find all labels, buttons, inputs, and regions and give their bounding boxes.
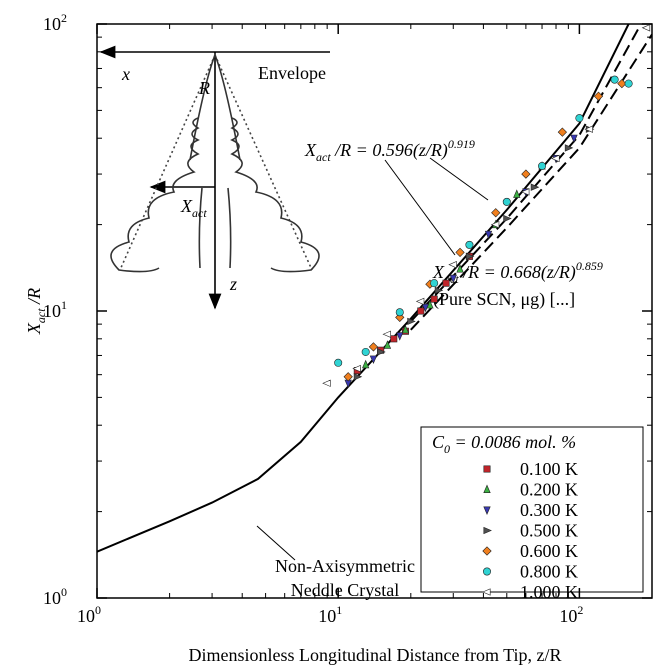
data-point xyxy=(417,307,425,315)
data-point xyxy=(465,240,474,249)
data-point xyxy=(395,308,404,317)
data-point xyxy=(368,342,379,352)
curve xyxy=(410,24,642,323)
data-point xyxy=(449,274,457,284)
y-tick-label: 101 xyxy=(43,298,67,321)
data-point xyxy=(352,364,361,373)
data-point xyxy=(361,347,370,356)
data-point xyxy=(383,340,392,349)
data-point xyxy=(584,125,593,133)
data-point xyxy=(617,78,627,89)
legend-marker xyxy=(482,546,492,556)
data-point xyxy=(570,134,578,144)
data-point xyxy=(610,75,619,84)
annotation: Xact /R = 0.668(z/R)0.859 xyxy=(432,259,603,286)
data-point xyxy=(593,91,604,101)
data-point xyxy=(456,264,464,273)
data-point xyxy=(490,220,500,229)
data-point xyxy=(465,252,475,261)
data-point xyxy=(521,169,531,179)
data-point xyxy=(455,247,465,258)
data-point xyxy=(369,355,378,365)
legend-marker xyxy=(482,567,491,576)
legend-title: C0 = 0.0086 mol. % xyxy=(432,432,576,456)
inset-label: Xact xyxy=(180,196,207,220)
data-point xyxy=(430,295,438,303)
data-point xyxy=(430,279,439,288)
x-tick-label: 101 xyxy=(318,603,342,626)
data-point xyxy=(421,303,430,313)
data-point xyxy=(557,127,567,137)
x-axis-label: Dimensionless Longitudinal Distance from… xyxy=(189,645,562,665)
data-point xyxy=(353,373,363,381)
data-point xyxy=(503,214,512,223)
data-point xyxy=(551,154,560,163)
data-point xyxy=(322,379,331,387)
legend-box xyxy=(420,426,644,593)
inset-diagram xyxy=(99,45,330,310)
data-point xyxy=(401,324,410,334)
inset-label: R xyxy=(198,78,210,98)
annotation: Neddle Crystal xyxy=(291,580,399,600)
annotation: Non-Axisymmetric xyxy=(275,556,415,576)
data-point xyxy=(502,197,511,206)
legend-label: 0.300 K xyxy=(520,500,578,520)
legend-marker xyxy=(482,588,491,596)
data-point xyxy=(442,279,450,287)
leader-line xyxy=(256,525,296,561)
y-tick-label: 102 xyxy=(43,11,67,34)
y-axis-label: Xact /R xyxy=(24,288,48,335)
legend-label: 0.600 K xyxy=(520,541,578,561)
data-point xyxy=(382,330,391,338)
leader-line xyxy=(384,159,456,256)
annotation: (Pure SCN, μg) [...] xyxy=(433,289,575,310)
data-point xyxy=(415,297,425,306)
legend-marker xyxy=(483,526,492,535)
data-point xyxy=(396,332,404,341)
legend-label: 1.000 K xyxy=(520,582,578,602)
data-point xyxy=(395,312,405,323)
x-tick-label: 102 xyxy=(559,603,583,626)
legend-marker xyxy=(483,465,491,473)
x-tick-label: 100 xyxy=(77,603,101,626)
legend-marker xyxy=(483,484,491,493)
legend-label: 0.800 K xyxy=(520,562,578,582)
data-point xyxy=(448,261,457,269)
data-point xyxy=(564,144,574,152)
inset-label: x xyxy=(121,64,130,84)
leader-line xyxy=(429,157,489,201)
data-point xyxy=(513,189,521,198)
inset-label: z xyxy=(229,274,237,294)
data-point xyxy=(538,162,547,171)
y-tick-label: 100 xyxy=(43,585,67,608)
data-point xyxy=(434,286,444,295)
data-point xyxy=(491,208,501,218)
inset-label: Envelope xyxy=(258,63,326,83)
data-point xyxy=(641,24,651,32)
data-point xyxy=(407,317,416,326)
curve xyxy=(410,33,652,331)
annotation: Xact /R = 0.596(z/R)0.919 xyxy=(304,137,475,164)
data-point xyxy=(343,372,353,382)
legend-label: 0.500 K xyxy=(520,521,578,541)
data-point xyxy=(530,183,540,191)
data-point xyxy=(377,348,386,356)
data-point xyxy=(520,188,530,196)
data-point xyxy=(390,335,398,343)
legend-label: 0.200 K xyxy=(520,480,578,500)
legend-label: 0.100 K xyxy=(520,459,578,479)
data-point xyxy=(362,359,370,369)
data-point xyxy=(624,79,633,88)
data-point xyxy=(484,230,493,240)
data-point xyxy=(575,114,584,123)
data-point xyxy=(334,358,343,367)
legend-marker xyxy=(483,506,491,515)
